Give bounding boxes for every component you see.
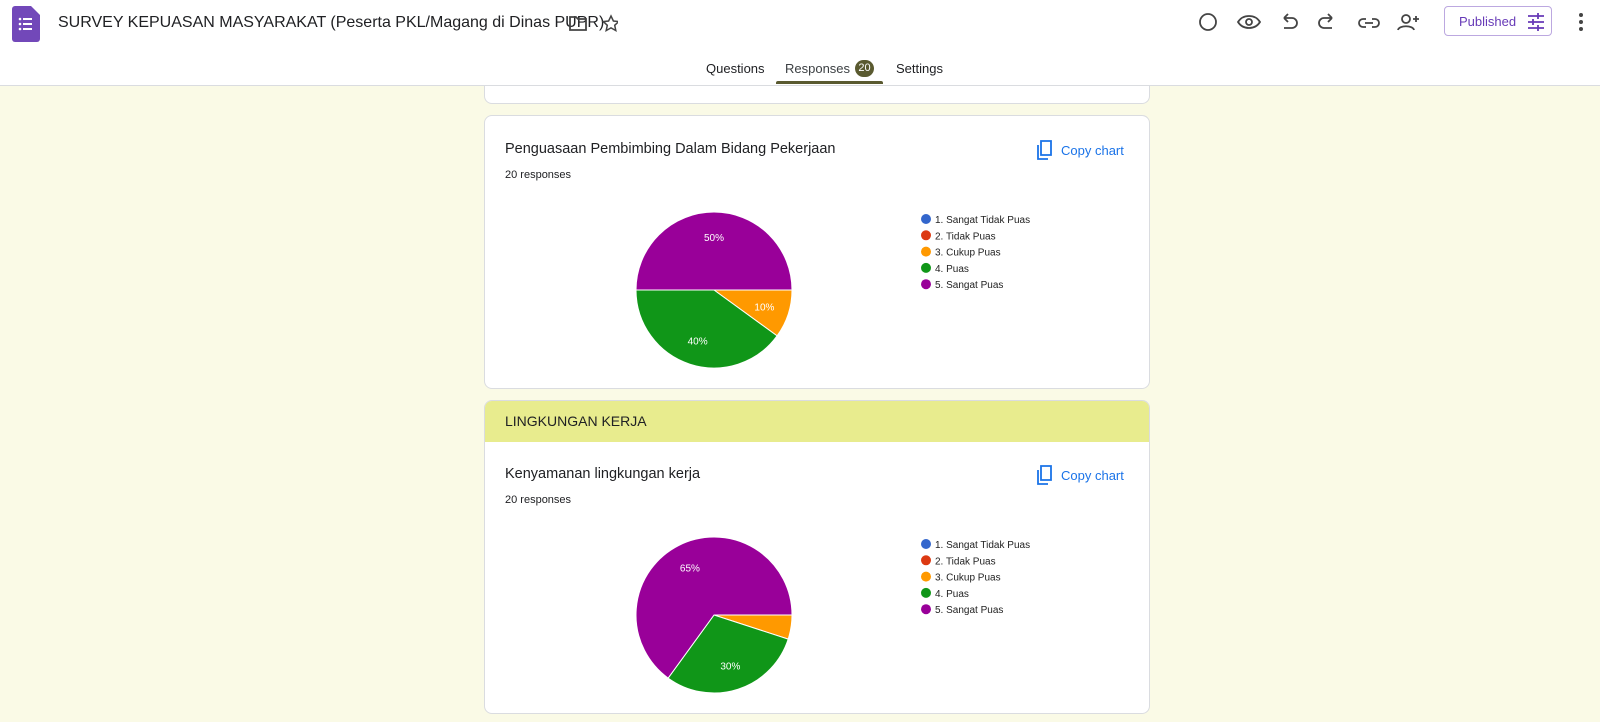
- slice-label: 40%: [688, 336, 708, 347]
- pie-chart: 10% 40% 50% 1. Sangat Tidak Puas 2. Tidak Pu…: [635, 211, 1030, 369]
- responses-count: 20 responses: [505, 494, 572, 506]
- chart-title: Penguasaan Pembimbing Dalam Bidang Peker…: [505, 141, 836, 157]
- response-badge: 20: [855, 60, 874, 77]
- title-icons[interactable]: [568, 14, 618, 34]
- pie-slice: [667, 614, 789, 694]
- legend-marker: [921, 279, 931, 290]
- legend-label: 2. Tidak Puas: [935, 556, 996, 567]
- legend-marker: [921, 571, 931, 582]
- legend-label: 3. Cukup Puas: [935, 573, 1001, 584]
- chart-card: LINGKUNGAN KERJA Kenyamanan lingkungan k…: [484, 400, 1150, 714]
- section-title: LINGKUNGAN KERJA: [505, 413, 647, 429]
- tab[interactable]: Questions: [706, 61, 765, 76]
- legend-label: 5. Sangat Puas: [935, 280, 1003, 291]
- legend-label: 3. Cukup Puas: [935, 248, 1001, 259]
- section-header: LINGKUNGAN KERJA: [485, 401, 1149, 442]
- copy-icon: [1037, 465, 1053, 490]
- tab-underline: [776, 81, 883, 84]
- legend-marker: [921, 555, 931, 566]
- top-bar: SURVEY KEPUASAN MASYARAKAT (Peserta PKL/…: [0, 0, 1600, 86]
- pie-chart: 30% 65% 1. Sangat Tidak Puas 2. Tidak Puas 3…: [635, 536, 1030, 694]
- legend-label: 5. Sangat Puas: [935, 605, 1003, 616]
- slice-label: 65%: [680, 564, 700, 575]
- chart-card: Penguasaan Pembimbing Dalam Bidang Peker…: [484, 115, 1150, 389]
- form-title: SURVEY KEPUASAN MASYARAKAT (Peserta PKL/…: [58, 14, 605, 31]
- legend-label: 1. Sangat Tidak Puas: [935, 540, 1030, 551]
- tab[interactable]: Settings: [896, 61, 943, 76]
- legend-label: 2. Tidak Puas: [935, 231, 996, 242]
- legend-label: 4. Puas: [935, 264, 969, 275]
- publish-icon: [1528, 13, 1544, 31]
- legend-marker: [921, 604, 931, 615]
- copy-label: Copy chart: [1061, 468, 1124, 483]
- copy-chart[interactable]: Copy chart: [1061, 468, 1124, 483]
- legend-label: 1. Sangat Tidak Puas: [935, 215, 1030, 226]
- legend-marker: [921, 262, 931, 273]
- publish-button[interactable]: Published: [1444, 6, 1552, 36]
- slice-label: 50%: [704, 233, 724, 244]
- publish-label: Published: [1459, 14, 1517, 29]
- more-menu[interactable]: [1578, 12, 1584, 32]
- pie-slice: [635, 536, 793, 679]
- pie-slice: [635, 211, 793, 291]
- legend-marker: [921, 214, 931, 224]
- copy-label: Copy chart: [1061, 143, 1124, 158]
- legend-marker: [921, 539, 931, 549]
- responses-count: 20 responses: [505, 169, 572, 181]
- copy-icon: [1037, 140, 1053, 165]
- slice-label: 30%: [720, 661, 740, 672]
- legend-marker: [921, 587, 931, 598]
- slice-label: 10%: [754, 302, 774, 313]
- legend-marker: [921, 246, 931, 257]
- legend-label: 4. Puas: [935, 589, 969, 600]
- pie-slice: [635, 289, 778, 369]
- toolbar-icons[interactable]: [1196, 10, 1426, 34]
- legend-marker: [921, 230, 931, 241]
- chart-title: Kenyamanan lingkungan kerja: [505, 466, 701, 482]
- forms-icon[interactable]: [12, 6, 40, 42]
- copy-chart[interactable]: Copy chart: [1061, 143, 1124, 158]
- tab-active[interactable]: Responses: [785, 61, 851, 76]
